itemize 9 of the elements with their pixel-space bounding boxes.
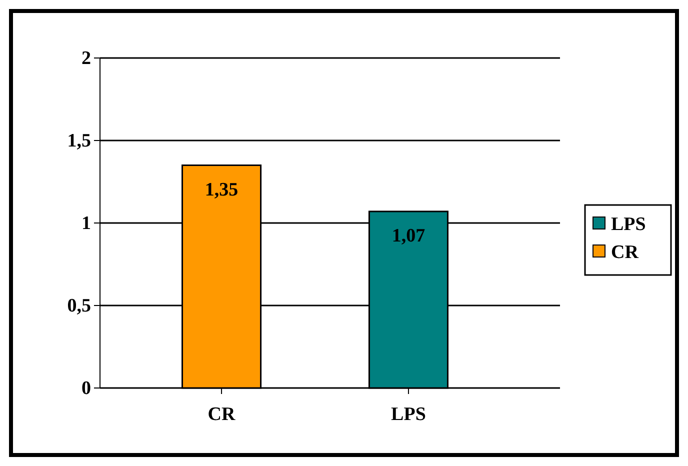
y-tick-label: 2 — [82, 48, 91, 70]
legend-label: LPS — [611, 214, 646, 235]
y-tick-label: 0 — [82, 378, 91, 400]
y-tick-label: 1,5 — [67, 130, 91, 152]
data-label: 1,35 — [204, 179, 238, 200]
y-tick-label: 0,5 — [67, 296, 91, 317]
y-tick-label: 1 — [82, 213, 91, 234]
legend-label: CR — [611, 242, 639, 263]
data-label: 1,07 — [392, 225, 426, 246]
